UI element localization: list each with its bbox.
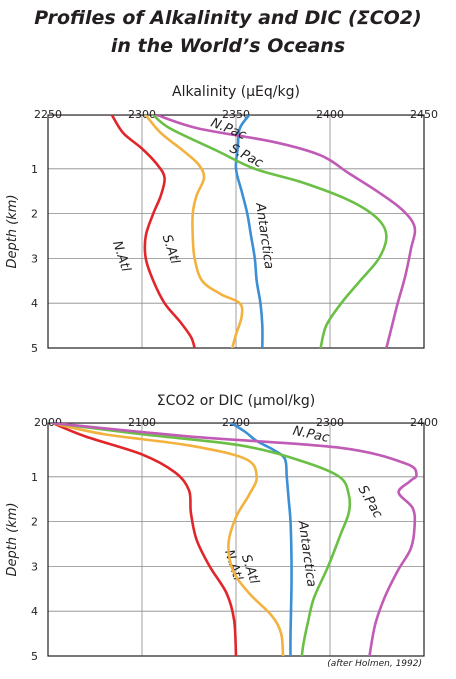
series-line-n-pac bbox=[155, 115, 417, 349]
y-tick-label: 2 bbox=[31, 208, 38, 221]
series-label-n-atl: N.Atl bbox=[109, 239, 133, 274]
series-label-antarctica: Antarctica bbox=[294, 519, 318, 588]
alkalinity-panel: Alkalinity (µEq/kg)2250 2300 2350 2400 24501… bbox=[5, 84, 438, 355]
series-line-n-pac bbox=[51, 423, 418, 657]
y-tick-label: 4 bbox=[31, 605, 38, 618]
series-label-s-pac: S.Pac bbox=[354, 483, 385, 521]
panel-title: Alkalinity (µEq/kg) bbox=[172, 84, 300, 100]
panel-title: ΣCO2 or DIC (µmol/kg) bbox=[157, 393, 316, 409]
figure-title-line-2: in the World’s Oceans bbox=[111, 35, 345, 57]
series-line-antarctica bbox=[234, 115, 264, 349]
y-tick-label: 1 bbox=[31, 163, 38, 176]
series-line-s-atl bbox=[144, 115, 244, 349]
y-tick-label: 3 bbox=[31, 560, 38, 573]
y-tick-label: 2 bbox=[31, 516, 38, 529]
series-line-s-pac bbox=[151, 115, 388, 349]
figure-title-line-1: Profiles of Alkalinity and DIC (ΣCO2) bbox=[34, 7, 421, 29]
plot-frame bbox=[47, 114, 425, 349]
series-line-s-atl bbox=[51, 423, 285, 657]
y-tick-label: 5 bbox=[31, 650, 38, 663]
series-label-s-atl: S.Atl bbox=[159, 233, 183, 267]
series-label-n-pac: N.Pac bbox=[291, 424, 330, 446]
y-axis-label: Depth (km) bbox=[5, 194, 20, 268]
y-tick-label: 4 bbox=[31, 297, 38, 310]
y-tick-label: 1 bbox=[31, 471, 38, 484]
y-axis-label: Depth (km) bbox=[5, 502, 20, 576]
series-label-s-pac: S.Pac bbox=[227, 141, 265, 171]
dic-panel: ΣCO2 or DIC (µmol/kg)2000 2100 2200 2300 240… bbox=[5, 393, 438, 663]
series-line-s-pac bbox=[51, 423, 352, 657]
y-tick-label: 5 bbox=[31, 342, 38, 355]
series-line-n-atl bbox=[110, 115, 196, 349]
y-tick-label: 3 bbox=[31, 252, 38, 265]
source-credit: (after Holmen, 1992) bbox=[327, 659, 422, 669]
series-line-n-atl bbox=[51, 423, 238, 657]
